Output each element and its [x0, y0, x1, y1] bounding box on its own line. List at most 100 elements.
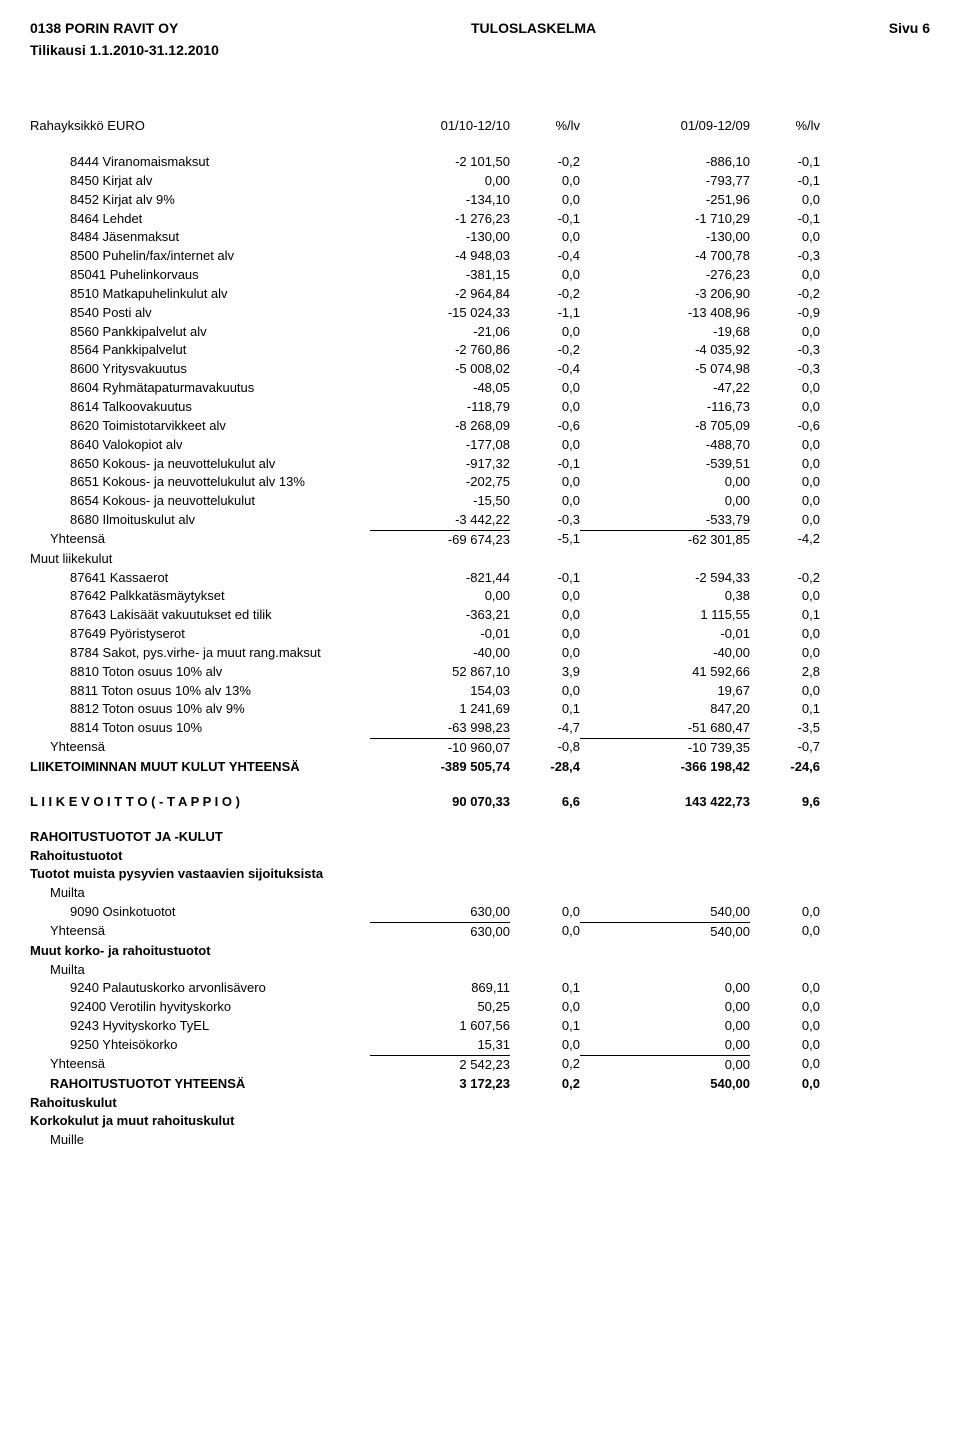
table-row: 87643 Lakisäät vakuutukset ed tilik-363,…	[30, 606, 930, 625]
row-value2: -886,10	[580, 153, 750, 172]
row-pct2: 0,0	[750, 511, 820, 530]
row-pct2: -0,9	[750, 304, 820, 323]
row-value1: 154,03	[370, 682, 510, 701]
row-value1: -2 760,86	[370, 341, 510, 360]
row-pct1: 0,0	[510, 436, 580, 455]
table-row: Yhteensä2 542,230,20,000,0	[30, 1055, 930, 1075]
row-pct2	[750, 1131, 820, 1150]
page: 0138 PORIN RAVIT OY TULOSLASKELMA Sivu 6…	[0, 0, 960, 1190]
row-value1	[370, 1112, 510, 1131]
row-value1: -8 268,09	[370, 417, 510, 436]
row-label: 8600 Yritysvakuutus	[30, 360, 370, 379]
table-row: 8812 Toton osuus 10% alv 9%1 241,690,184…	[30, 700, 930, 719]
table-row: 8810 Toton osuus 10% alv52 867,103,941 5…	[30, 663, 930, 682]
table-row: 8540 Posti alv-15 024,33-1,1-13 408,96-0…	[30, 304, 930, 323]
row-label: 85041 Puhelinkorvaus	[30, 266, 370, 285]
table-row: 8560 Pankkipalvelut alv-21,060,0-19,680,…	[30, 323, 930, 342]
row-label: Muilta	[30, 961, 370, 980]
row-value2: -5 074,98	[580, 360, 750, 379]
table-row: RAHOITUSTUOTOT JA -KULUT	[30, 828, 930, 847]
row-value1	[370, 1131, 510, 1150]
table-row: Yhteensä-69 674,23-5,1-62 301,85-4,2	[30, 530, 930, 550]
gap	[30, 777, 930, 793]
row-pct2: -0,2	[750, 285, 820, 304]
table-row: 8651 Kokous- ja neuvottelukulut alv 13%-…	[30, 473, 930, 492]
row-value1: 0,00	[370, 587, 510, 606]
row-pct2: 0,0	[750, 644, 820, 663]
row-pct2: 2,8	[750, 663, 820, 682]
row-pct2	[750, 865, 820, 884]
row-pct2: 0,0	[750, 979, 820, 998]
row-pct2: 0,0	[750, 998, 820, 1017]
row-label: 8484 Jäsenmaksut	[30, 228, 370, 247]
row-pct2	[750, 961, 820, 980]
row-value2: -47,22	[580, 379, 750, 398]
row-value2: 143 422,73	[580, 793, 750, 812]
row-value2: 0,00	[580, 492, 750, 511]
row-value1: -2 101,50	[370, 153, 510, 172]
row-pct2	[750, 550, 820, 569]
row-label: 9243 Hyvityskorko TyEL	[30, 1017, 370, 1036]
row-value2: 540,00	[580, 1075, 750, 1094]
table-row: 85041 Puhelinkorvaus-381,150,0-276,230,0	[30, 266, 930, 285]
row-pct1: 0,0	[510, 922, 580, 942]
row-label: LIIKETOIMINNAN MUUT KULUT YHTEENSÄ	[30, 758, 370, 777]
row-value2: -3 206,90	[580, 285, 750, 304]
row-value1: -389 505,74	[370, 758, 510, 777]
row-value2: 0,38	[580, 587, 750, 606]
col-period2-header: 01/09-12/09	[580, 118, 750, 133]
row-value2: 0,00	[580, 1017, 750, 1036]
row-pct1: 0,1	[510, 979, 580, 998]
row-label: 9090 Osinkotuotot	[30, 903, 370, 922]
table-row: Korkokulut ja muut rahoituskulut	[30, 1112, 930, 1131]
row-value2	[580, 865, 750, 884]
row-pct2	[750, 1112, 820, 1131]
row-pct2: 0,0	[750, 903, 820, 922]
table-row: 9250 Yhteisökorko15,310,00,000,0	[30, 1036, 930, 1055]
row-pct1: -0,4	[510, 360, 580, 379]
row-label: 8811 Toton osuus 10% alv 13%	[30, 682, 370, 701]
row-pct1	[510, 550, 580, 569]
row-label: 92400 Verotilin hyvityskorko	[30, 998, 370, 1017]
table-row: Muille	[30, 1131, 930, 1150]
row-pct1: 0,1	[510, 1017, 580, 1036]
table-row: 92400 Verotilin hyvityskorko50,250,00,00…	[30, 998, 930, 1017]
row-label: 8500 Puhelin/fax/internet alv	[30, 247, 370, 266]
row-pct1: 0,0	[510, 492, 580, 511]
row-pct1	[510, 942, 580, 961]
row-label: Muut korko- ja rahoitustuotot	[30, 942, 370, 961]
row-pct1: 0,1	[510, 700, 580, 719]
table-row: 8650 Kokous- ja neuvottelukulut alv-917,…	[30, 455, 930, 474]
table-row: 8484 Jäsenmaksut-130,000,0-130,000,0	[30, 228, 930, 247]
row-value2	[580, 1112, 750, 1131]
table-row: 8620 Toimistotarvikkeet alv-8 268,09-0,6…	[30, 417, 930, 436]
table-row: 87641 Kassaerot-821,44-0,1-2 594,33-0,2	[30, 569, 930, 588]
row-value2: -533,79	[580, 511, 750, 530]
table-row: 9243 Hyvityskorko TyEL1 607,560,10,000,0	[30, 1017, 930, 1036]
table-row: Yhteensä-10 960,07-0,8-10 739,35-0,7	[30, 738, 930, 758]
row-pct2: -0,3	[750, 341, 820, 360]
table-row: 9240 Palautuskorko arvonlisävero869,110,…	[30, 979, 930, 998]
row-pct1: 0,0	[510, 903, 580, 922]
row-pct1: 6,6	[510, 793, 580, 812]
col-period1-header: 01/10-12/10	[370, 118, 510, 133]
row-pct2	[750, 847, 820, 866]
row-pct1: -4,7	[510, 719, 580, 738]
row-pct2: 0,0	[750, 323, 820, 342]
row-value2: 41 592,66	[580, 663, 750, 682]
table-row: Rahoitustuotot	[30, 847, 930, 866]
row-value1: 90 070,33	[370, 793, 510, 812]
row-label: Muut liikekulut	[30, 550, 370, 569]
row-value2: 0,00	[580, 998, 750, 1017]
row-pct1: 0,0	[510, 191, 580, 210]
table-row: 8564 Pankkipalvelut-2 760,86-0,2-4 035,9…	[30, 341, 930, 360]
row-pct1: -0,2	[510, 341, 580, 360]
row-label: 8812 Toton osuus 10% alv 9%	[30, 700, 370, 719]
row-pct1: 0,0	[510, 644, 580, 663]
row-pct2: 0,0	[750, 436, 820, 455]
row-value1: -202,75	[370, 473, 510, 492]
row-value2: -40,00	[580, 644, 750, 663]
table-row: 8604 Ryhmätapaturmavakuutus-48,050,0-47,…	[30, 379, 930, 398]
row-label: 9240 Palautuskorko arvonlisävero	[30, 979, 370, 998]
table-row: 8452 Kirjat alv 9%-134,100,0-251,960,0	[30, 191, 930, 210]
